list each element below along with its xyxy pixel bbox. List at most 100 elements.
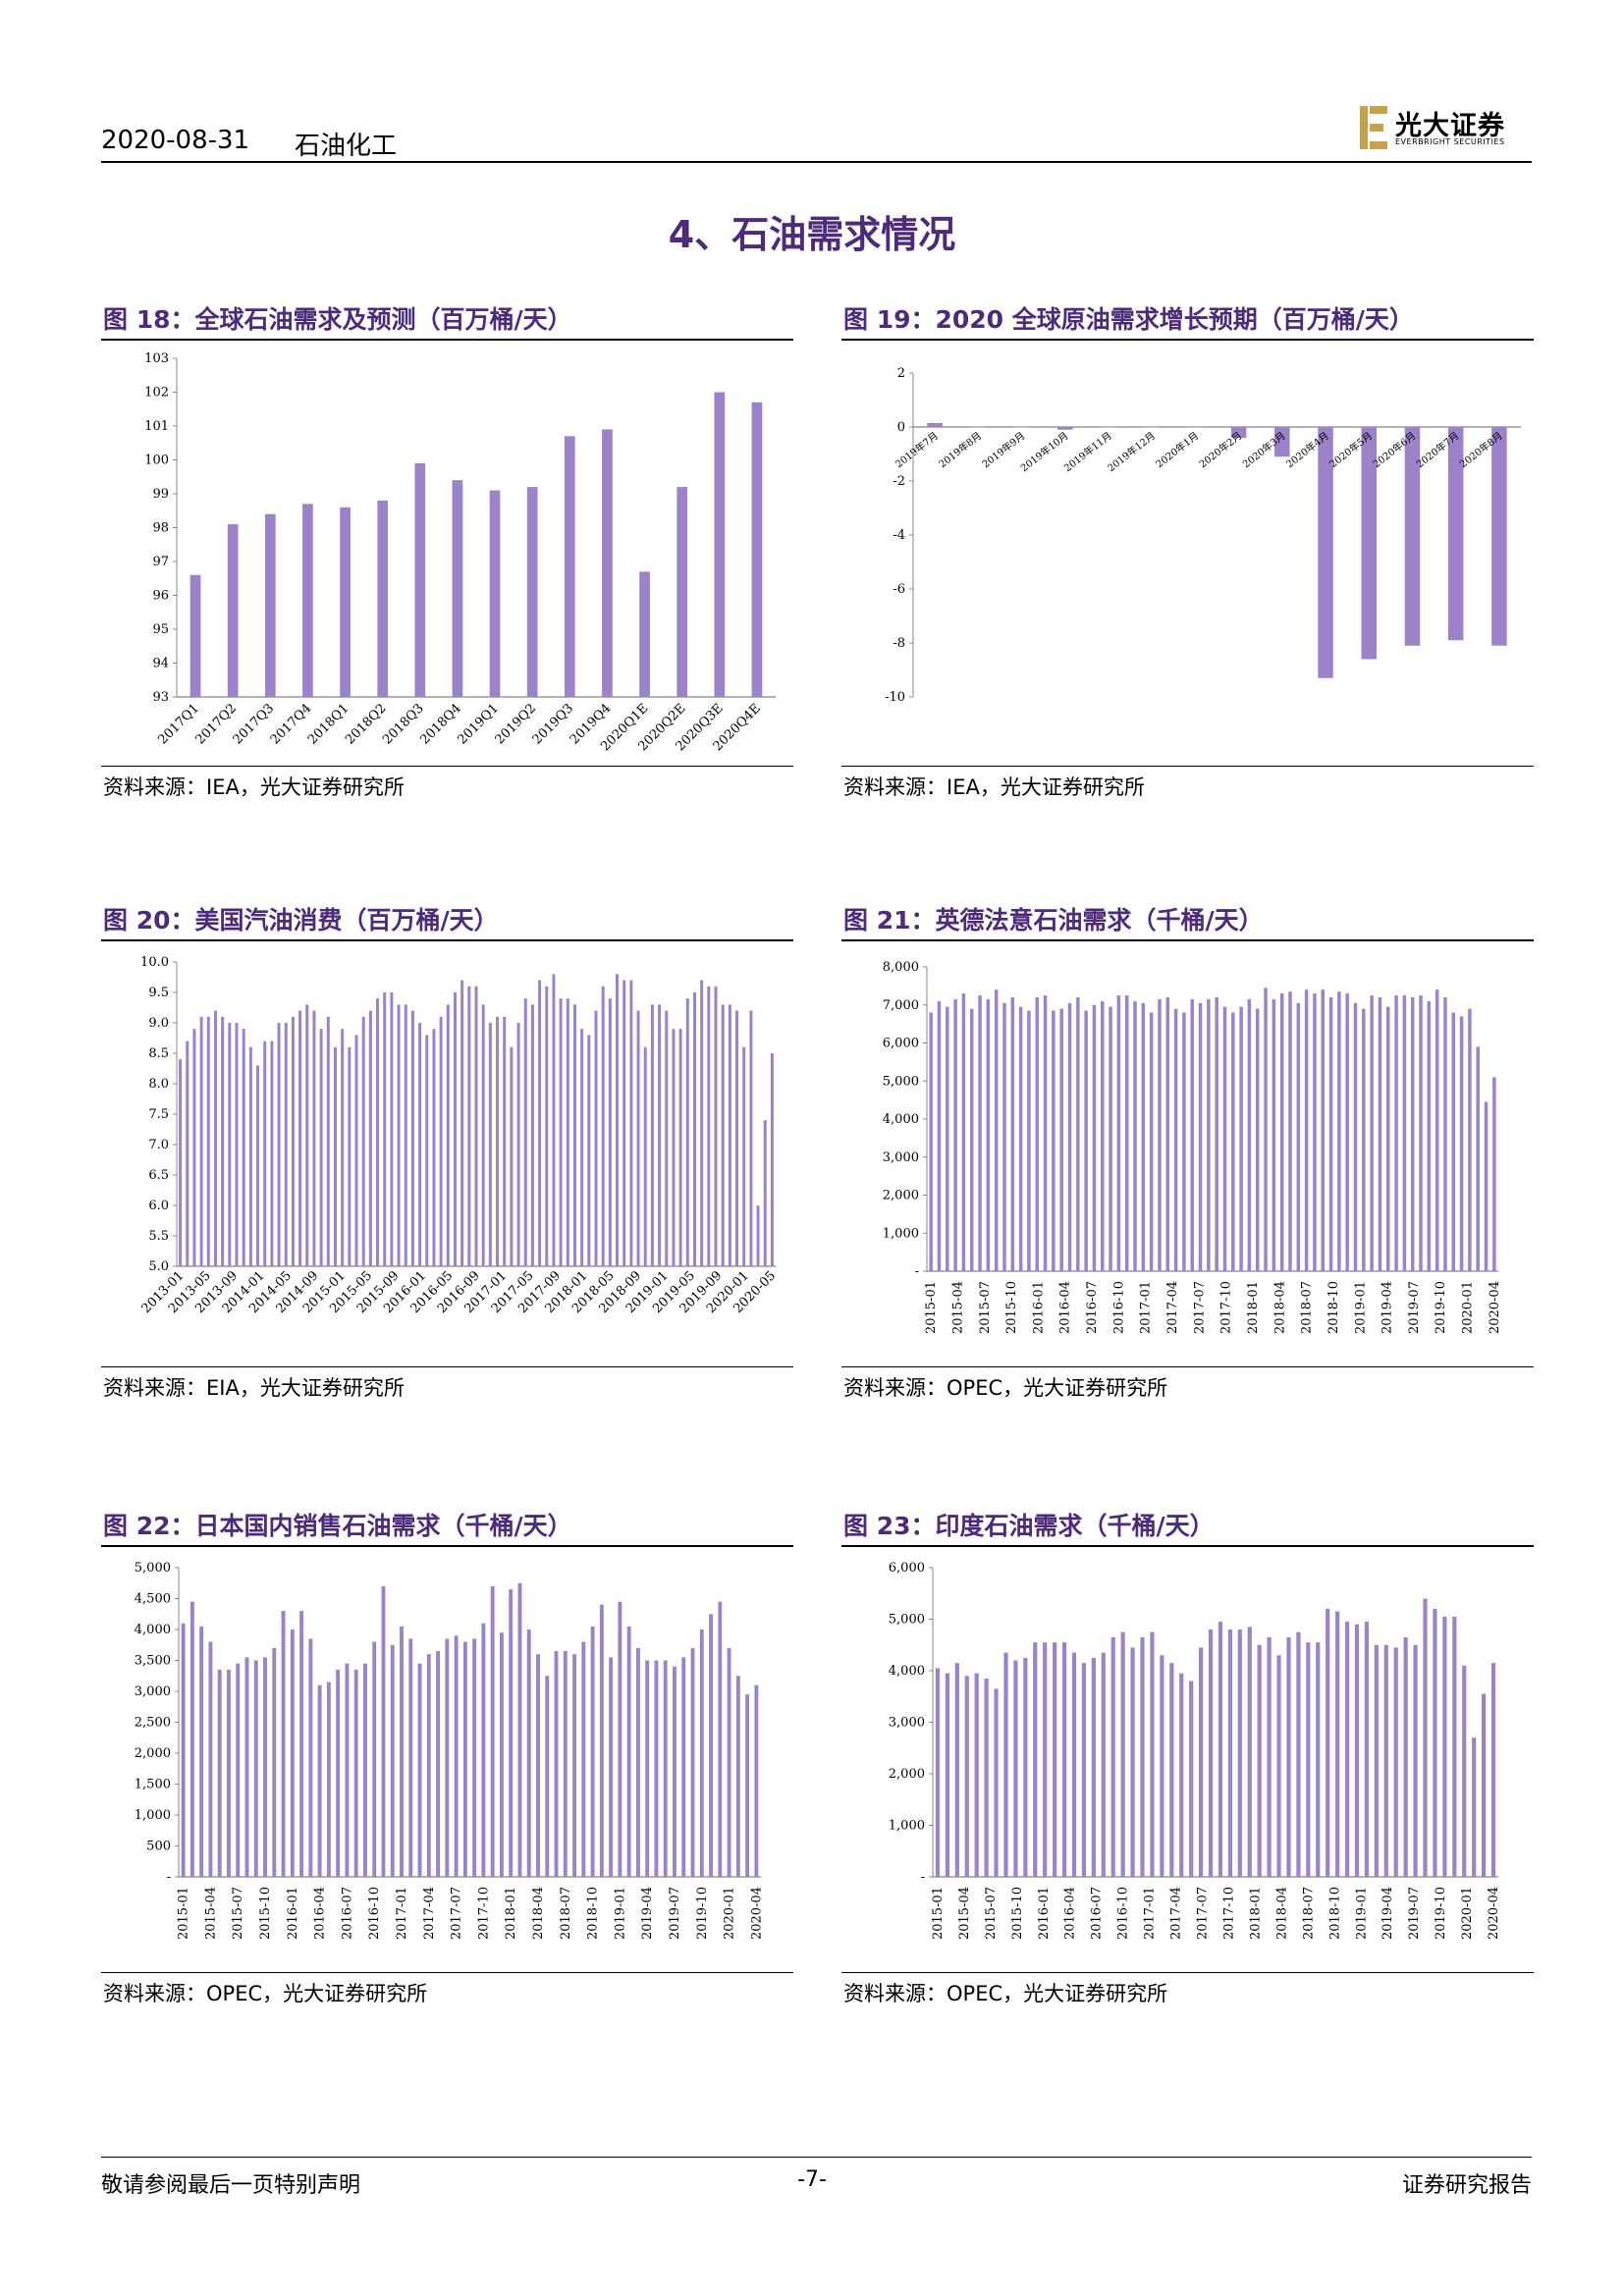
bar <box>1010 997 1015 1271</box>
bar <box>566 998 569 1266</box>
bar <box>1326 1609 1330 1877</box>
figure-19-source: 资料来源：IEA，光大证券研究所 <box>843 775 1145 799</box>
bar <box>616 974 620 1266</box>
bar <box>489 490 501 697</box>
x-tick-label: 2018-07 <box>1300 1281 1315 1334</box>
y-tick-label: -4 <box>893 528 905 543</box>
bar <box>580 1029 584 1266</box>
bar <box>1361 427 1377 660</box>
x-tick-label: 2017-07 <box>1192 1281 1207 1334</box>
bar <box>263 1041 267 1266</box>
bar <box>1215 997 1218 1271</box>
x-tick-label: 2015-10 <box>1004 1281 1019 1334</box>
bar <box>714 392 726 697</box>
figure-19-title-rule <box>841 339 1534 341</box>
bar <box>581 1641 586 1877</box>
figure-19-source-rule <box>841 766 1534 767</box>
figure-18-title: 图 18：全球石油需求及预测（百万桶/天） <box>103 305 572 334</box>
y-tick-label: 101 <box>144 419 169 434</box>
bar <box>1067 1002 1072 1271</box>
bar <box>488 1023 492 1266</box>
y-tick-label: 3,000 <box>135 1684 171 1699</box>
bar <box>714 986 718 1266</box>
figure-22-source-rule <box>101 1972 793 1973</box>
bar <box>199 1626 204 1877</box>
y-tick-label: 6.5 <box>148 1168 169 1183</box>
bar <box>1435 989 1439 1271</box>
bar <box>516 1023 520 1266</box>
bar <box>1490 1663 1496 1877</box>
y-tick-label: 2,000 <box>883 1189 919 1203</box>
figure-18-title-rule <box>101 339 793 341</box>
x-tick-label: 2020-01 <box>1460 1887 1475 1940</box>
bar <box>718 1601 723 1877</box>
bar <box>709 1614 713 1877</box>
bar <box>206 1016 210 1266</box>
bar <box>935 1668 941 1877</box>
x-tick-label: 2019-04 <box>1380 1887 1395 1940</box>
bar <box>601 986 605 1266</box>
y-tick-label: 10.0 <box>140 955 169 970</box>
bar <box>673 1666 677 1877</box>
bar <box>1133 1000 1137 1271</box>
y-tick-label: 2,500 <box>135 1716 171 1731</box>
x-tick-label: 2019年12月 <box>1105 429 1158 474</box>
y-tick-label: 1,000 <box>889 1819 925 1834</box>
bar <box>277 1023 281 1266</box>
x-tick-label: 2019-01 <box>1353 1281 1368 1334</box>
x-tick-label: 2019-07 <box>668 1887 682 1940</box>
bar <box>436 1651 441 1877</box>
x-tick-label: 2018-04 <box>1272 1281 1287 1334</box>
bar <box>639 571 650 697</box>
figure-21-title-rule <box>841 939 1534 941</box>
bar <box>1443 997 1447 1271</box>
bar <box>1101 427 1116 428</box>
bar <box>1035 997 1039 1271</box>
bar <box>383 992 387 1266</box>
bar <box>961 993 966 1271</box>
bar <box>1304 989 1309 1271</box>
bar <box>377 500 389 697</box>
x-tick-label: 2015-10 <box>258 1887 273 1940</box>
bar <box>454 1635 459 1877</box>
x-tick-label: 2020-01 <box>723 1887 737 1940</box>
bar <box>681 1657 686 1877</box>
x-tick-label: 2015-07 <box>231 1887 245 1940</box>
bar <box>1313 993 1317 1271</box>
bar <box>228 1023 232 1266</box>
bar <box>1149 1012 1154 1271</box>
bar <box>1472 1737 1477 1877</box>
y-tick-label: -2 <box>893 474 905 489</box>
x-tick-label: 2015-01 <box>177 1887 191 1940</box>
bar <box>1404 427 1421 646</box>
x-tick-label: 2016-10 <box>367 1887 382 1940</box>
bar <box>253 1660 258 1877</box>
report-sector: 石油化工 <box>295 132 398 161</box>
bar <box>376 998 380 1266</box>
y-tick-label: 500 <box>146 1840 171 1854</box>
bar <box>1222 1006 1227 1271</box>
x-tick-label: 2015-10 <box>1010 1887 1025 1940</box>
bar <box>192 1029 196 1266</box>
bar <box>954 1663 959 1877</box>
bar <box>308 1638 313 1877</box>
bar <box>1255 1008 1260 1271</box>
x-tick-label: 2015-04 <box>950 1281 965 1334</box>
y-tick-label: 4,500 <box>135 1592 171 1607</box>
bar <box>1033 1642 1038 1877</box>
bar <box>417 1663 422 1877</box>
bar <box>678 1029 682 1266</box>
bar <box>1059 1008 1063 1271</box>
bar <box>749 1010 753 1266</box>
bar <box>1057 427 1073 430</box>
bar <box>1337 991 1341 1271</box>
bar <box>1061 1642 1067 1877</box>
x-tick-label: 2017-01 <box>1139 1281 1154 1334</box>
x-tick-label: 2017-10 <box>476 1887 491 1940</box>
bar <box>1345 993 1349 1271</box>
bar <box>929 1012 933 1271</box>
x-tick-label: 2017-01 <box>395 1887 409 1940</box>
bar <box>490 1585 495 1877</box>
y-tick-label: 0 <box>897 420 905 435</box>
bar <box>462 1641 467 1877</box>
